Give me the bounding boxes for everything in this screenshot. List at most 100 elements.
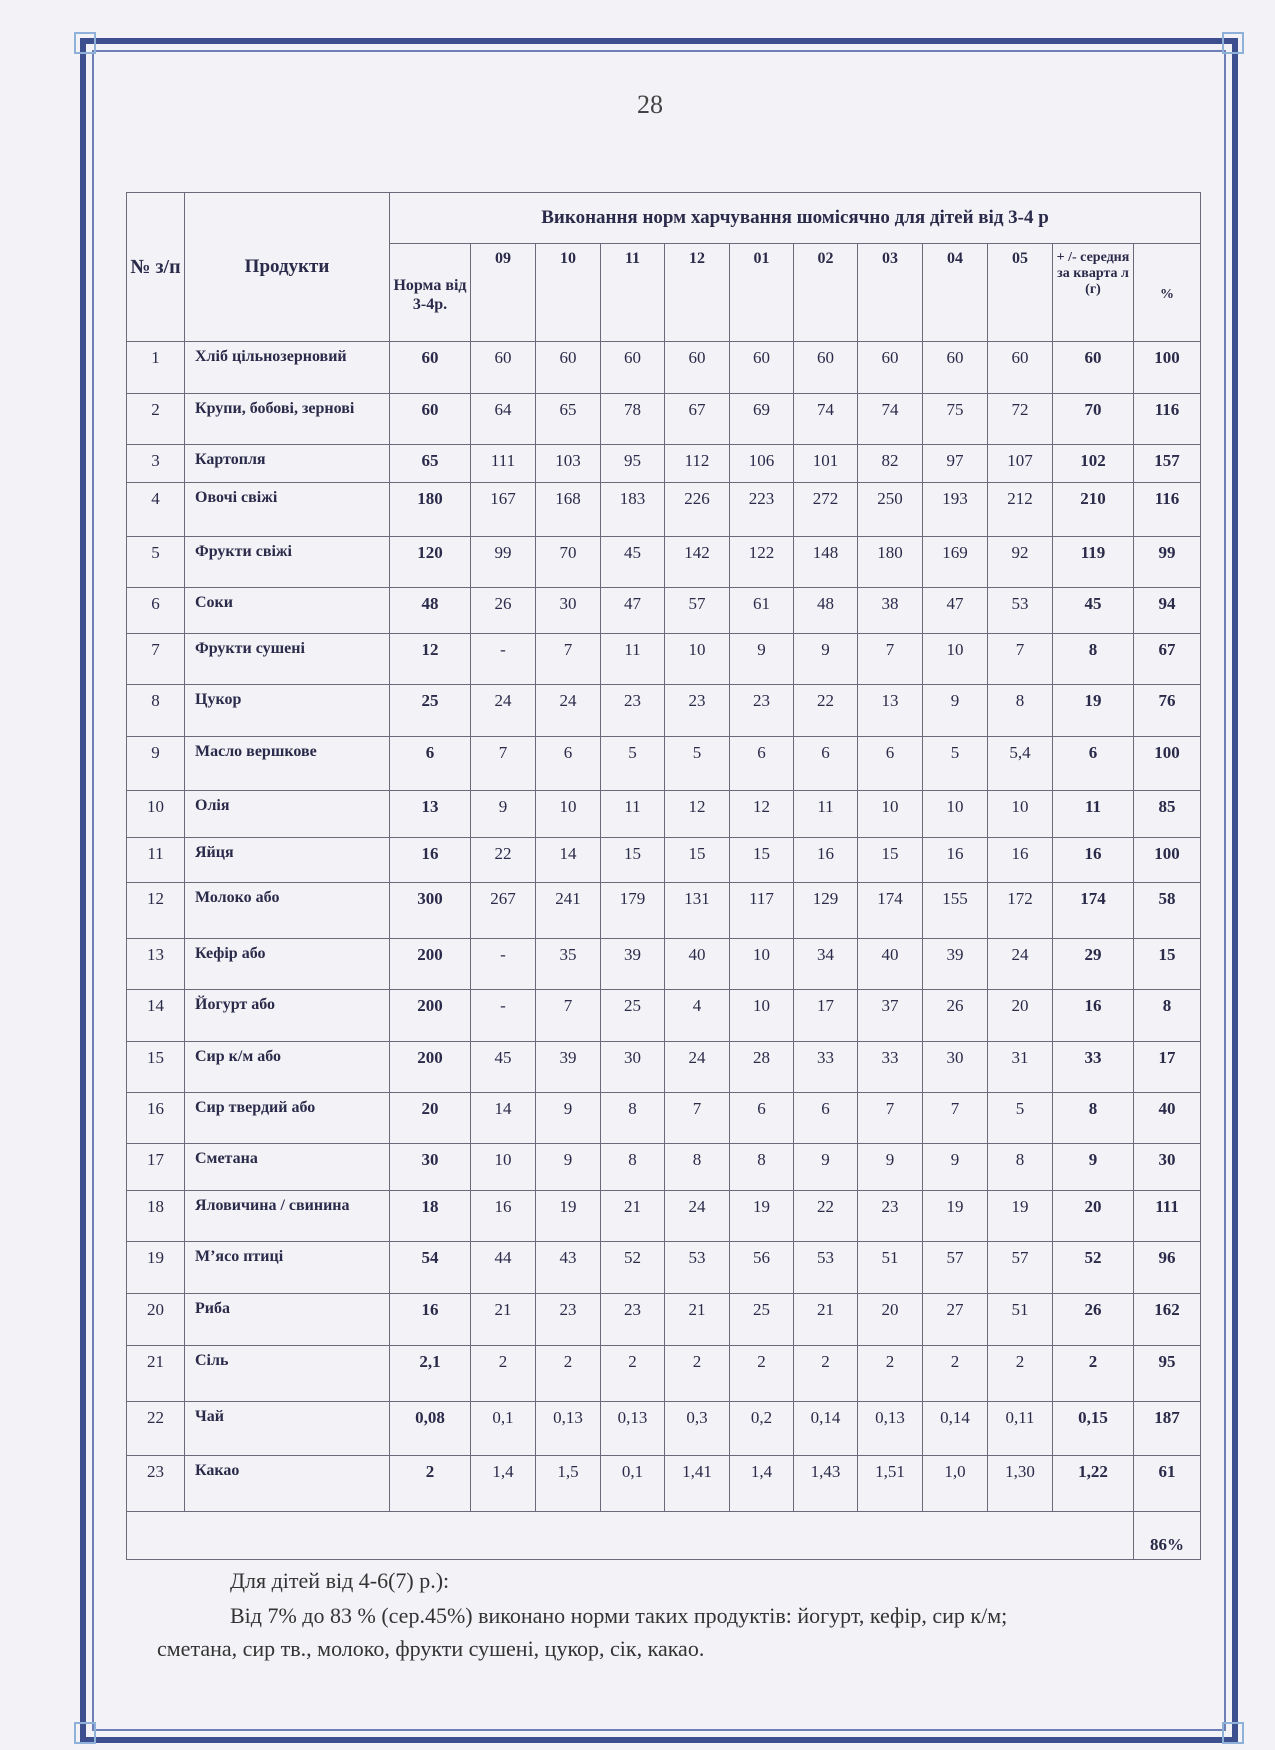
month-value: 40 xyxy=(664,938,730,990)
row-number: 7 xyxy=(126,633,185,685)
product-name: Олія xyxy=(184,790,390,838)
month-value: 19 xyxy=(535,1190,601,1242)
page-number: 28 xyxy=(637,90,663,119)
month-value: 53 xyxy=(664,1241,730,1294)
text-line-2: Від 7% до 83 % (сер.45%) виконано норми … xyxy=(230,1603,1008,1628)
month-value: 19 xyxy=(922,1190,988,1242)
norm-value: 180 xyxy=(389,482,471,537)
month-value: 8 xyxy=(664,1143,730,1191)
norm-value: 200 xyxy=(389,938,471,990)
month-value: 8 xyxy=(987,1143,1053,1191)
month-value: 10 xyxy=(729,938,794,990)
percent-value: 116 xyxy=(1132,482,1202,537)
table-row: 23 Какао 2 1,4 1,5 0,1 1,41 1,4 1,43 1,51 1,0 1,30 1… xyxy=(126,1455,1202,1512)
month-value: 34 xyxy=(793,938,858,990)
month-value: 2 xyxy=(600,1345,665,1402)
percent-value: 187 xyxy=(1132,1401,1202,1456)
corner-ornament xyxy=(1222,1722,1244,1744)
norm-value: 16 xyxy=(389,837,471,883)
month-value: 226 xyxy=(664,482,730,537)
month-value: 5 xyxy=(664,736,730,791)
month-value: 30 xyxy=(922,1041,988,1093)
month-value: 2 xyxy=(535,1345,601,1402)
percent-value: 76 xyxy=(1132,684,1202,737)
row-number: 20 xyxy=(126,1293,185,1346)
month-value: 35 xyxy=(535,938,601,990)
row-number: 8 xyxy=(126,684,185,737)
month-value: 0,1 xyxy=(600,1455,665,1512)
month-value: 60 xyxy=(535,341,601,394)
month-value: 14 xyxy=(470,1092,536,1144)
month-value: 74 xyxy=(857,393,923,445)
percent-value: 8 xyxy=(1132,989,1202,1042)
percent-value: 100 xyxy=(1132,837,1202,883)
month-value: 37 xyxy=(857,989,923,1042)
month-value: 21 xyxy=(793,1293,858,1346)
product-name: Картопля xyxy=(184,444,390,483)
row-number: 23 xyxy=(126,1455,185,1512)
product-name: Яловичина / свинина xyxy=(184,1190,390,1242)
table-row: 8 Цукор 25 24 24 23 23 23 22 13 9 8 19 76 xyxy=(126,684,1202,737)
month-value: 12 xyxy=(729,790,794,838)
month-value: 8 xyxy=(600,1092,665,1144)
month-value: 7 xyxy=(470,736,536,791)
table-row: 3 Картопля 65 111 103 95 112 106 101 82 97 107 102 15… xyxy=(126,444,1202,483)
month-value: 9 xyxy=(729,633,794,685)
product-name: Цукор xyxy=(184,684,390,737)
header-month: 04 xyxy=(922,243,988,342)
month-value: 101 xyxy=(793,444,858,483)
average-value: 0,15 xyxy=(1052,1401,1134,1456)
month-value: 53 xyxy=(793,1241,858,1294)
average-value: 2 xyxy=(1052,1345,1134,1402)
month-value: 60 xyxy=(600,341,665,394)
product-name: Сіль xyxy=(184,1345,390,1402)
average-value: 26 xyxy=(1052,1293,1134,1346)
month-value: 45 xyxy=(470,1041,536,1093)
month-value: 23 xyxy=(857,1190,923,1242)
month-value: 9 xyxy=(922,1143,988,1191)
month-value: 7 xyxy=(535,633,601,685)
row-number: 16 xyxy=(126,1092,185,1144)
month-value: 8 xyxy=(987,684,1053,737)
product-name: Фрукти свіжі xyxy=(184,536,390,588)
norm-value: 200 xyxy=(389,989,471,1042)
month-value: 43 xyxy=(535,1241,601,1294)
month-value: 15 xyxy=(857,837,923,883)
month-value: 51 xyxy=(857,1241,923,1294)
product-name: М’ясо птиці xyxy=(184,1241,390,1294)
month-value: 117 xyxy=(729,882,794,939)
percent-value: 30 xyxy=(1132,1143,1202,1191)
header-num: № з/п xyxy=(126,192,185,342)
month-value: 103 xyxy=(535,444,601,483)
month-value: 26 xyxy=(470,587,536,634)
month-value: 64 xyxy=(470,393,536,445)
month-value: 38 xyxy=(857,587,923,634)
row-number: 9 xyxy=(126,736,185,791)
average-value: 8 xyxy=(1052,1092,1134,1144)
month-value: 57 xyxy=(922,1241,988,1294)
header-month: 09 xyxy=(470,243,536,342)
month-value: 6 xyxy=(857,736,923,791)
month-value: 142 xyxy=(664,536,730,588)
month-value: 6 xyxy=(729,736,794,791)
average-value: 20 xyxy=(1052,1190,1134,1242)
month-value: 172 xyxy=(987,882,1053,939)
norm-value: 20 xyxy=(389,1092,471,1144)
row-number: 19 xyxy=(126,1241,185,1294)
month-value: 24 xyxy=(664,1041,730,1093)
month-value: 10 xyxy=(729,989,794,1042)
table-row: 6 Соки 48 26 30 47 57 61 48 38 47 53 45 94 xyxy=(126,587,1202,634)
average-value: 45 xyxy=(1052,587,1134,634)
table-row: 1 Хліб цільнозерновий 60 60 60 60 60 60 60 60 60 60… xyxy=(126,341,1202,394)
table-row: 12 Молоко або 300 267 241 179 131 117 129 174 155 1… xyxy=(126,882,1202,939)
month-value: 24 xyxy=(987,938,1053,990)
month-value: 122 xyxy=(729,536,794,588)
product-name: Йогурт або xyxy=(184,989,390,1042)
month-value: 174 xyxy=(857,882,923,939)
header-month: 12 xyxy=(664,243,730,342)
month-value: 19 xyxy=(987,1190,1053,1242)
month-value: 78 xyxy=(600,393,665,445)
percent-value: 116 xyxy=(1132,393,1202,445)
row-number: 2 xyxy=(126,393,185,445)
table-row: 7 Фрукти сушені 12-7 11 10 9 9 7 10 7 8 67 xyxy=(126,633,1202,685)
